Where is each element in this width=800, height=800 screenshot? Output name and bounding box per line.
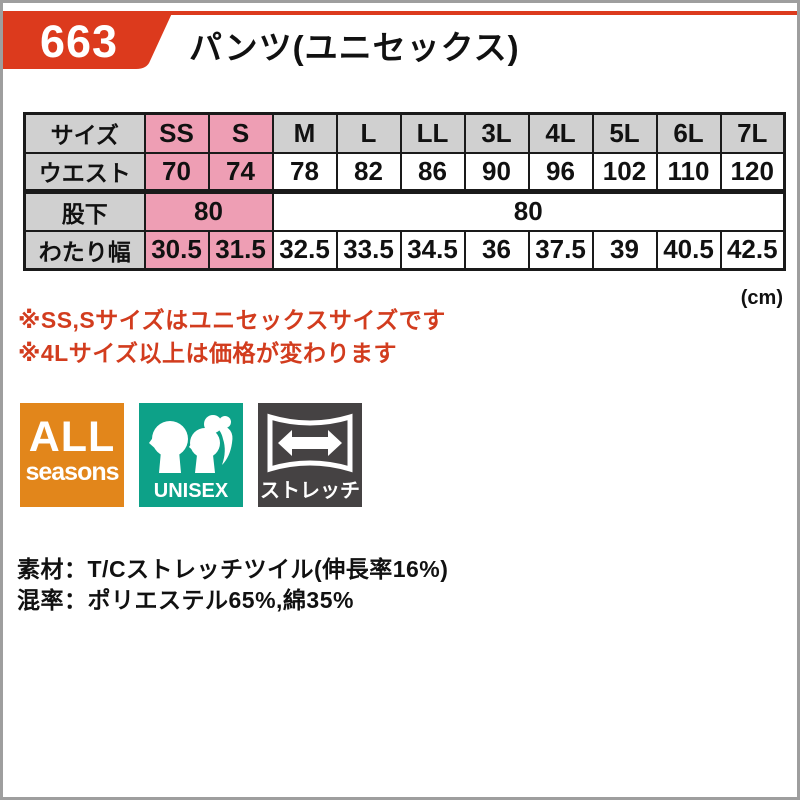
col-header-ss: SS [143,112,210,154]
waist-cell: 102 [591,151,658,194]
col-header-7l: 7L [719,112,786,154]
feature-badges: ALL seasons UNISEX [20,403,362,507]
thigh-cell: 32.5 [271,229,338,271]
material-line: 素材：T/Cストレッチツイル(伸長率16%) [17,556,449,582]
blend-line: 混率：ポリエステル65%,綿35% [17,587,354,613]
table-row-thigh: わたり幅 30.5 31.5 32.5 33.5 34.5 36 37.5 39… [23,229,786,271]
notes: ※SS,Sサイズはユニセックスサイズです ※4Lサイズ以上は価格が変わります [18,304,446,370]
table-row-inseam: 股下 80 80 [23,190,786,232]
waist-cell: 120 [719,151,786,194]
col-header-5l: 5L [591,112,658,154]
inseam-cell-ss-s: 80 [143,190,274,232]
unisex-badge: UNISEX [139,403,243,507]
male-female-profiles-icon [149,415,233,473]
thigh-cell: 42.5 [719,229,786,271]
thigh-cell: 33.5 [335,229,402,271]
col-header-m: M [271,112,338,154]
thigh-cell: 36 [463,229,530,271]
thigh-cell: 39 [591,229,658,271]
stretch-badge: ストレッチ [258,403,362,507]
size-table: サイズ SS S M L LL 3L 4L 5L 6L 7L ウエスト 70 7… [23,112,786,271]
waist-cell: 82 [335,151,402,194]
col-header-l: L [335,112,402,154]
note-price-change: ※4Lサイズ以上は価格が変わります [18,340,398,366]
thigh-cell: 31.5 [207,229,274,271]
materials-info: 素材：T/Cストレッチツイル(伸長率16%) 混率：ポリエステル65%,綿35% [17,554,448,616]
col-header-4l: 4L [527,112,594,154]
waist-cell: 78 [271,151,338,194]
row-label-inseam: 股下 [23,190,146,232]
unisex-label: UNISEX [153,480,229,502]
table-row-sizes: サイズ SS S M L LL 3L 4L 5L 6L 7L [23,112,786,154]
all-seasons-line2: seasons [25,458,119,486]
code-badge-shape [3,11,173,69]
row-label-thigh: わたり幅 [23,229,146,271]
waist-cell: 86 [399,151,466,194]
thigh-cell: 34.5 [399,229,466,271]
product-code: 663 [39,16,119,67]
table-row-waist: ウエスト 70 74 78 82 86 90 96 102 110 120 [23,151,786,194]
inseam-cell-m-7l: 80 [271,190,786,232]
horizontal-stretch-arrow-icon [267,413,353,473]
waist-cell: 110 [655,151,722,194]
waist-cell: 96 [527,151,594,194]
waist-cell: 70 [143,151,210,194]
col-header-ll: LL [399,112,466,154]
unit-label: (cm) [740,287,783,309]
row-label-waist: ウエスト [23,151,146,194]
stretch-label: ストレッチ [260,480,360,502]
thigh-cell: 40.5 [655,229,722,271]
col-header-3l: 3L [463,112,530,154]
product-title: パンツ(ユニセックス) [189,29,520,66]
product-code-badge: 663 [3,11,193,71]
header-accent-line [3,11,797,15]
all-seasons-badge: ALL seasons [20,403,124,507]
col-header-6l: 6L [655,112,722,154]
all-seasons-line1: ALL [28,413,116,461]
col-header-size: サイズ [23,112,146,154]
waist-cell: 90 [463,151,530,194]
waist-cell: 74 [207,151,274,194]
note-unisex-size: ※SS,Sサイズはユニセックスサイズです [18,307,446,333]
thigh-cell: 30.5 [143,229,210,271]
thigh-cell: 37.5 [527,229,594,271]
col-header-s: S [207,112,274,154]
